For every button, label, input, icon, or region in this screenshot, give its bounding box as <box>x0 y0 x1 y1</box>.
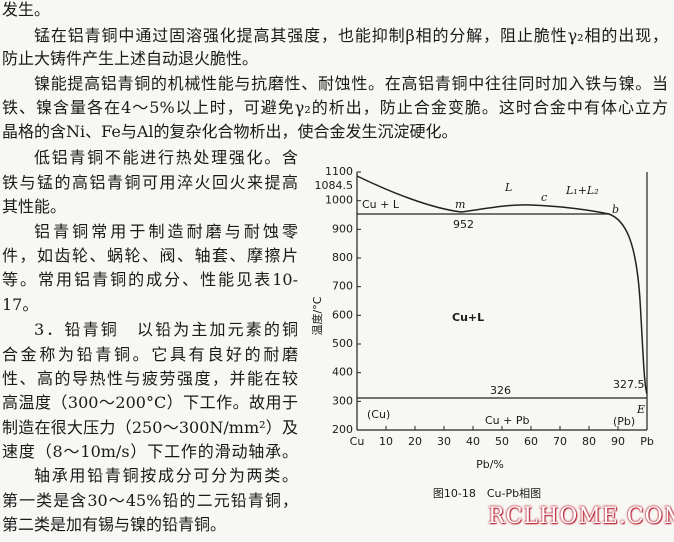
text-line: 3．铅青铜 以铅为主加元素的铜 <box>34 320 298 339</box>
text-line: 性、高的导热性与疲劳强度，并能在较 <box>2 369 298 388</box>
y-tick-label: 300 <box>332 394 353 407</box>
x-tick-label: 20 <box>408 435 422 448</box>
annotation: m <box>455 198 465 211</box>
annotation: (Pb) <box>613 415 635 428</box>
annotation: c <box>541 191 547 204</box>
y-tick-label: 500 <box>332 337 353 350</box>
x-axis-label: Pb/% <box>476 458 504 471</box>
x-tick-label: 30 <box>437 435 451 448</box>
text-line: 轴承用铅青铜按成分可分为两类。 <box>34 466 298 485</box>
x-tick-label: 60 <box>524 435 538 448</box>
y-tick-label: 1000 <box>325 194 353 207</box>
text-line: 高温度（300～200°C）下工作。故用于 <box>2 393 298 412</box>
text-line: 镍能提高铝青铜的机械性能与抗磨性、耐蚀性。在高铝青铜中往往同时加入铁与镍。当 <box>34 74 668 93</box>
annotation: b <box>612 203 619 216</box>
x-tick-label: Cu <box>350 435 365 448</box>
annotation: Cu + L <box>362 198 400 211</box>
text-line: 铝青铜常用于制造耐磨与耐蚀零 <box>34 222 298 241</box>
annotation: L₁+L₂ <box>565 184 599 197</box>
x-tick-label: 10 <box>379 435 393 448</box>
text-line: 等。常用铝青铜的成分、性能见表10- <box>2 270 298 289</box>
x-tick-label: 40 <box>466 435 480 448</box>
text-line: 发生。 <box>2 0 51 19</box>
x-tick-label: 90 <box>611 435 625 448</box>
annotation: 327.5 <box>613 378 645 391</box>
text-line: 低铝青铜不能进行热处理强化。含 <box>34 148 298 167</box>
y-axis-label: 温度/°C <box>310 296 324 335</box>
text-line: 第二类是加有锡与镍的铅青铜。 <box>2 515 227 534</box>
text-line: 制造在很大压力（250～300N/mm²）及 <box>2 418 298 437</box>
text-line: 其性能。 <box>2 197 67 216</box>
text-line: 件，如齿轮、蜗轮、阀、轴套、摩擦片 <box>2 246 298 265</box>
text-line: 晶格的含Ni、Fe与Al的复杂化合物析出，使合金发生沉淀硬化。 <box>2 122 458 141</box>
text-line: 防止大铸件产生上述自动退火脆性。 <box>2 49 259 68</box>
x-tick-label: 80 <box>582 435 596 448</box>
annotation: E <box>636 403 645 416</box>
y-tick-label: 800 <box>332 251 353 264</box>
text-line: 速度（8～10m/s）下工作的滑动轴承。 <box>2 442 298 461</box>
text-line: 铁与锰的高铝青铜可用淬火回火来提高 <box>2 173 298 192</box>
y-tick-label: 400 <box>332 366 353 379</box>
annotation: 326 <box>490 384 511 397</box>
y-tick-label: 600 <box>332 308 353 321</box>
y-tick-label: 700 <box>332 280 353 293</box>
text-line: 铁、镍含量各在4～5%以上时，可避免γ₂的析出，防止合金变脆。这时合金中有体心立… <box>2 98 668 117</box>
x-tick-label: 50 <box>495 435 509 448</box>
annotation: (Cu) <box>367 408 390 421</box>
text-line: 第一类是含30～45%铅的二元铅青铜， <box>2 491 298 510</box>
x-tick-label: Pb <box>640 435 654 448</box>
annotation: 952 <box>453 218 474 231</box>
x-tick-label: 70 <box>553 435 567 448</box>
annotation: Cu + Pb <box>485 414 529 427</box>
figure-caption: 图10-18 Cu-Pb相图 <box>433 487 541 500</box>
annotation: Cu+L <box>452 311 484 324</box>
y-tick-label: 200 <box>332 423 353 436</box>
text-line: 合金称为铅青铜。它具有良好的耐磨 <box>2 345 298 364</box>
text-line: 17。 <box>2 295 39 314</box>
liquidus-curve <box>356 175 648 395</box>
text-line: 锰在铝青铜中通过固溶强化提高其强度，也能抑制β相的分解，阻止脆性γ₂相的出现， <box>34 26 668 45</box>
annotation: L <box>504 181 512 194</box>
annotation: 1084.5 <box>315 179 354 192</box>
y-tick-label: 1100 <box>325 165 353 178</box>
y-tick-label: 900 <box>332 222 353 235</box>
watermark: RCLHOME.COM <box>488 504 674 529</box>
